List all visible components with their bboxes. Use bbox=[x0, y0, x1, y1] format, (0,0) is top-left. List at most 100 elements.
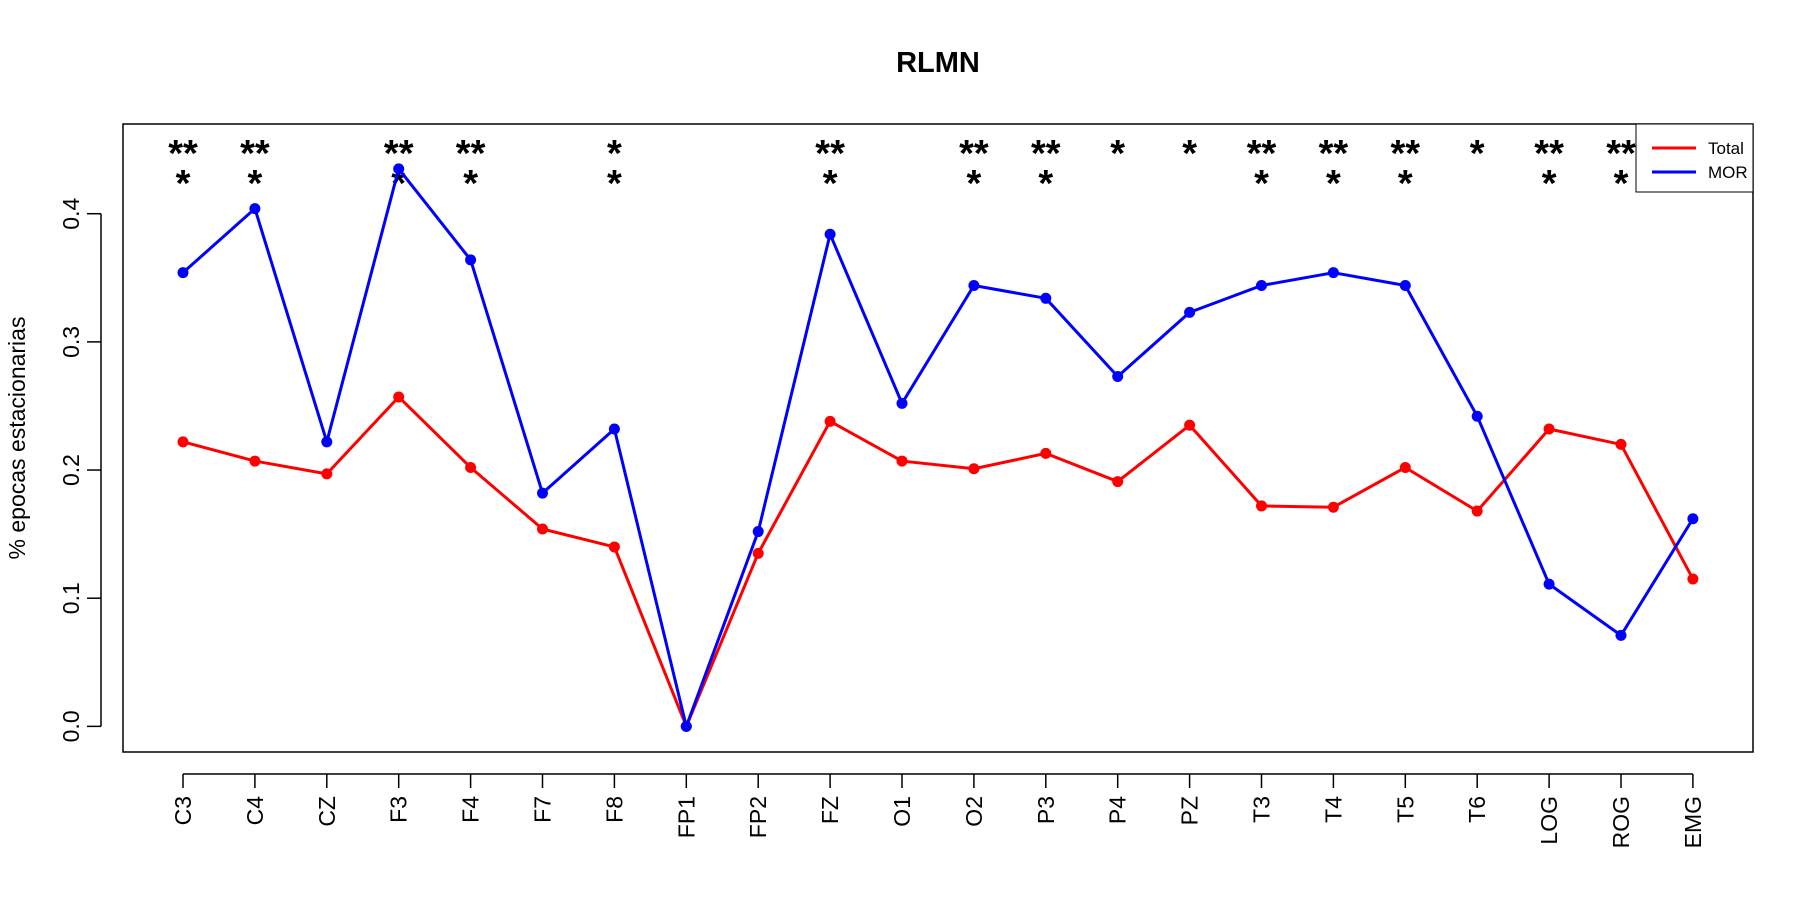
data-point-mor bbox=[537, 487, 548, 499]
y-axis-label: % epocas estacionarias bbox=[4, 317, 30, 560]
significance-star: ** bbox=[1391, 133, 1421, 175]
data-point-total bbox=[824, 415, 836, 427]
data-point-mor bbox=[1112, 370, 1124, 382]
x-tick-label: CZ bbox=[314, 796, 340, 827]
data-point-mor bbox=[1040, 292, 1052, 304]
significance-star: * bbox=[607, 133, 622, 175]
data-point-total bbox=[1615, 438, 1627, 450]
x-tick-label: F7 bbox=[530, 796, 556, 823]
significance-star: ** bbox=[1534, 133, 1564, 175]
significance-star: ** bbox=[168, 133, 198, 175]
data-point-mor bbox=[1687, 513, 1699, 525]
x-tick-label: F4 bbox=[458, 796, 484, 823]
data-point-total bbox=[465, 461, 477, 473]
data-point-total bbox=[968, 463, 980, 475]
x-tick-label: T3 bbox=[1249, 796, 1275, 823]
legend-label-total: Total bbox=[1708, 139, 1744, 158]
data-point-total bbox=[1399, 461, 1411, 473]
data-point-mor bbox=[393, 163, 405, 175]
x-tick-label: F3 bbox=[386, 796, 412, 823]
y-tick-label: 0.4 bbox=[58, 198, 84, 230]
chart-title: RLMN bbox=[896, 47, 980, 79]
significance-star: * bbox=[1038, 163, 1053, 205]
data-point-total bbox=[1687, 573, 1699, 585]
x-tick-label: T5 bbox=[1392, 796, 1418, 823]
data-point-mor bbox=[680, 720, 692, 732]
y-tick-label: 0.1 bbox=[58, 582, 84, 614]
x-tick-label: O2 bbox=[961, 796, 987, 827]
data-point-total bbox=[1471, 505, 1483, 517]
significance-star: ** bbox=[959, 133, 989, 175]
data-point-total bbox=[1543, 423, 1555, 435]
data-point-mor bbox=[1256, 279, 1267, 291]
x-tick-label: F8 bbox=[601, 796, 627, 823]
significance-star: * bbox=[1398, 163, 1413, 205]
data-point-total bbox=[752, 547, 764, 559]
significance-star: ** bbox=[1606, 133, 1636, 175]
data-point-total bbox=[321, 468, 333, 480]
data-point-mor bbox=[321, 436, 333, 448]
plot-frame bbox=[122, 123, 1754, 753]
data-point-mor bbox=[465, 254, 477, 266]
data-point-total bbox=[1112, 476, 1124, 488]
x-tick-label: O1 bbox=[889, 796, 915, 827]
data-point-mor bbox=[249, 203, 261, 215]
data-point-mor bbox=[896, 397, 908, 409]
data-point-total bbox=[249, 455, 261, 467]
data-point-total bbox=[393, 391, 405, 403]
data-point-mor bbox=[1471, 410, 1483, 422]
data-point-total bbox=[1184, 419, 1196, 431]
x-tick-label: C4 bbox=[242, 796, 268, 826]
y-tick-label: 0.0 bbox=[58, 710, 84, 742]
data-point-mor bbox=[1615, 629, 1627, 641]
significance-star: * bbox=[607, 163, 622, 205]
x-tick-label: T4 bbox=[1320, 796, 1346, 823]
significance-star: * bbox=[463, 163, 478, 205]
axes: C3 C4 CZ F3 F4 F7 F8 FP1 FP2 FZ O1 O2 P3 P4 PZ T3 T4 T5 T6… bbox=[58, 198, 1706, 849]
legend-box bbox=[1635, 123, 1754, 193]
data-point-total bbox=[1040, 447, 1052, 459]
data-point-total bbox=[896, 455, 908, 467]
significance-star: ** bbox=[1247, 133, 1277, 175]
significance-star: ** bbox=[1031, 133, 1061, 175]
data-point-total bbox=[1256, 500, 1267, 512]
significance-star: ** bbox=[815, 133, 845, 175]
x-tick-label: P3 bbox=[1033, 796, 1059, 824]
significance-star: * bbox=[1542, 163, 1557, 205]
significance-star: * bbox=[1614, 163, 1629, 205]
significance-star: ** bbox=[1319, 133, 1349, 175]
data-point-mor bbox=[1543, 578, 1555, 590]
data-point-mor bbox=[824, 228, 836, 240]
x-tick-label: T6 bbox=[1464, 796, 1490, 823]
x-tick-label: FP2 bbox=[745, 796, 771, 838]
significance-star: ** bbox=[456, 133, 486, 175]
data-point-mor bbox=[1327, 267, 1339, 279]
data-point-total bbox=[177, 436, 189, 448]
legend: Total MOR bbox=[1635, 123, 1754, 193]
x-tick-label: ROG bbox=[1608, 796, 1634, 848]
data-point-total bbox=[608, 541, 620, 553]
data-point-mor bbox=[752, 526, 764, 538]
significance-star: * bbox=[176, 163, 191, 205]
data-point-total bbox=[537, 523, 548, 535]
data-point-mor bbox=[1184, 306, 1196, 318]
significance-star: * bbox=[1110, 133, 1125, 175]
significance-star: * bbox=[1326, 163, 1341, 205]
significance-star: * bbox=[1182, 133, 1197, 175]
x-tick-label: EMG bbox=[1680, 796, 1706, 848]
x-tick-label: FP1 bbox=[673, 796, 699, 838]
series-lines bbox=[177, 163, 1699, 732]
x-tick-label: P4 bbox=[1105, 796, 1131, 824]
data-point-mor bbox=[177, 267, 189, 279]
significance-star: * bbox=[248, 163, 263, 205]
x-tick-label: C3 bbox=[170, 796, 196, 825]
significance-star: ** bbox=[240, 133, 270, 175]
y-tick-label: 0.2 bbox=[58, 454, 84, 486]
significance-star: * bbox=[1254, 163, 1269, 205]
significance-markers: ************************ * ********** *****… bbox=[168, 133, 1636, 205]
x-tick-label: LOG bbox=[1536, 796, 1562, 845]
significance-star: * bbox=[823, 163, 838, 205]
significance-star: * bbox=[1470, 133, 1485, 175]
series-line-total bbox=[182, 395, 1695, 728]
